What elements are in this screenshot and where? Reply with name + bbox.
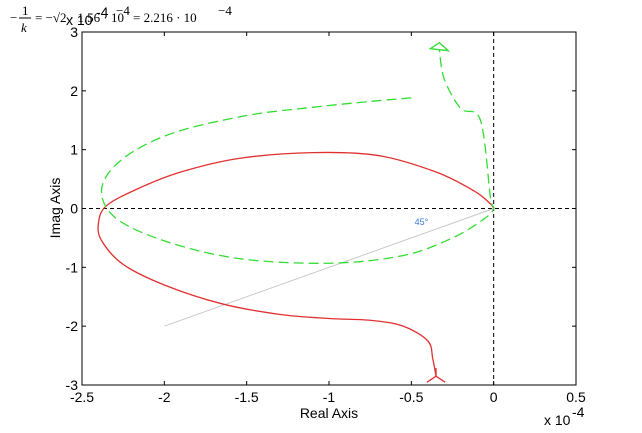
formula-minus: − — [10, 10, 17, 25]
y-tick-label: -2 — [66, 318, 79, 334]
x-tick-label: -1 — [323, 389, 336, 405]
formula-power-2: −4 — [218, 3, 232, 18]
x-tick-label: -1.5 — [235, 389, 259, 405]
x-tick-label: -2.5 — [70, 389, 94, 405]
formula-power-1: −4 — [116, 3, 130, 18]
formula-result: = 2.216 · 10 — [133, 10, 197, 25]
y-tick-label: -3 — [66, 377, 79, 393]
formula-header: − 1 k = −√2 · 1.56 · 10 −4 = 2.216 · 10 … — [10, 3, 232, 35]
y-tick-label: 0 — [70, 201, 78, 217]
x-tick-label: -2 — [158, 389, 171, 405]
locus-arrow-2 — [428, 41, 451, 52]
x-exponent-power: -4 — [572, 404, 585, 420]
y-tick-label: 1 — [70, 142, 78, 158]
y-tick-label: 2 — [70, 83, 78, 99]
y-axis-label: Imag Axis — [47, 178, 63, 239]
formula-denominator: k — [21, 20, 27, 35]
angle-line-45 — [164, 208, 494, 327]
y-exponent-power: -4 — [96, 4, 109, 20]
formula-rest: = −√2 · 1.56 · 10 — [35, 10, 124, 25]
x-tick-label: 0 — [490, 389, 498, 405]
y-exponent-label: x 10 — [66, 12, 93, 28]
series-group — [97, 41, 495, 383]
x-tick-label: 0.5 — [566, 389, 586, 405]
locus-branch-1 — [97, 151, 495, 377]
formula-numerator: 1 — [22, 3, 29, 18]
x-tick-label: -0.5 — [399, 389, 423, 405]
locus-branch-2 — [100, 49, 495, 264]
y-tick-label: -1 — [66, 259, 79, 275]
x-axis-label: Real Axis — [300, 405, 358, 421]
x-exponent-label: x 10 — [544, 412, 571, 428]
locus-arrow-1 — [426, 368, 446, 383]
y-tick-label: 3 — [70, 24, 78, 40]
axis-ticks: -2.5 -2 -1.5 -1 -0.5 0 0.5 -3 -2 -1 0 1 2 3 — [66, 24, 586, 405]
angle-label: 45° — [415, 217, 429, 227]
